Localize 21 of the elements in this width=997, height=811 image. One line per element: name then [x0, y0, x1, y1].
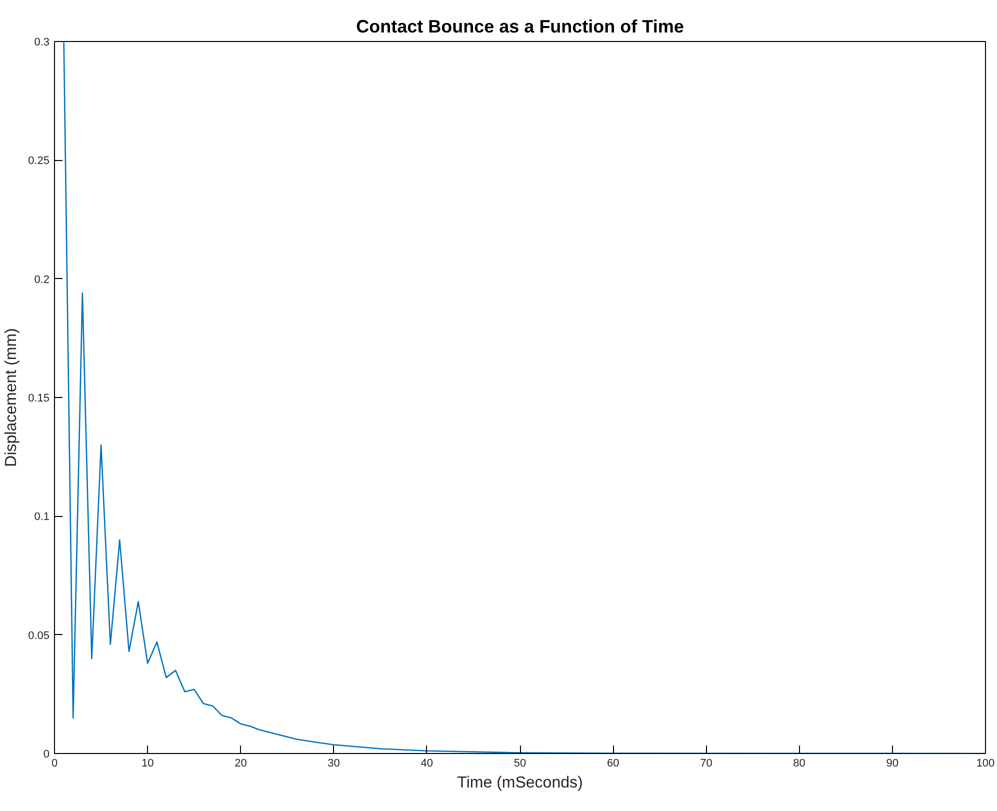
y-tick-label: 0.05 — [28, 630, 50, 642]
y-tick-label: 0 — [43, 748, 50, 760]
y-tick-label: 0.25 — [28, 155, 50, 168]
x-axis-title: Time (mSeconds) — [457, 774, 583, 792]
x-tick-label: 50 — [514, 758, 526, 770]
x-tick-label: 60 — [606, 758, 620, 770]
x-tick-label: 70 — [700, 758, 712, 770]
x-tick-label: 40 — [420, 758, 434, 770]
x-tick-label: 10 — [141, 758, 154, 770]
x-tick-label: 90 — [886, 758, 899, 770]
x-tick-label: 0 — [51, 758, 58, 770]
x-tick-label: 100 — [976, 758, 995, 770]
x-tick-label: 80 — [793, 758, 806, 770]
x-tick-label: 30 — [328, 758, 340, 770]
x-tick-label: 20 — [234, 758, 247, 770]
y-tick-label: 0.2 — [34, 274, 50, 286]
y-tick-label: 0.1 — [34, 511, 50, 524]
y-tick-label: 0.15 — [28, 392, 50, 404]
y-axis-title: Displacement (mm) — [3, 328, 20, 467]
y-tick-label: 0.3 — [34, 36, 50, 48]
chart-title: Contact Bounce as a Function of Time — [356, 16, 684, 36]
